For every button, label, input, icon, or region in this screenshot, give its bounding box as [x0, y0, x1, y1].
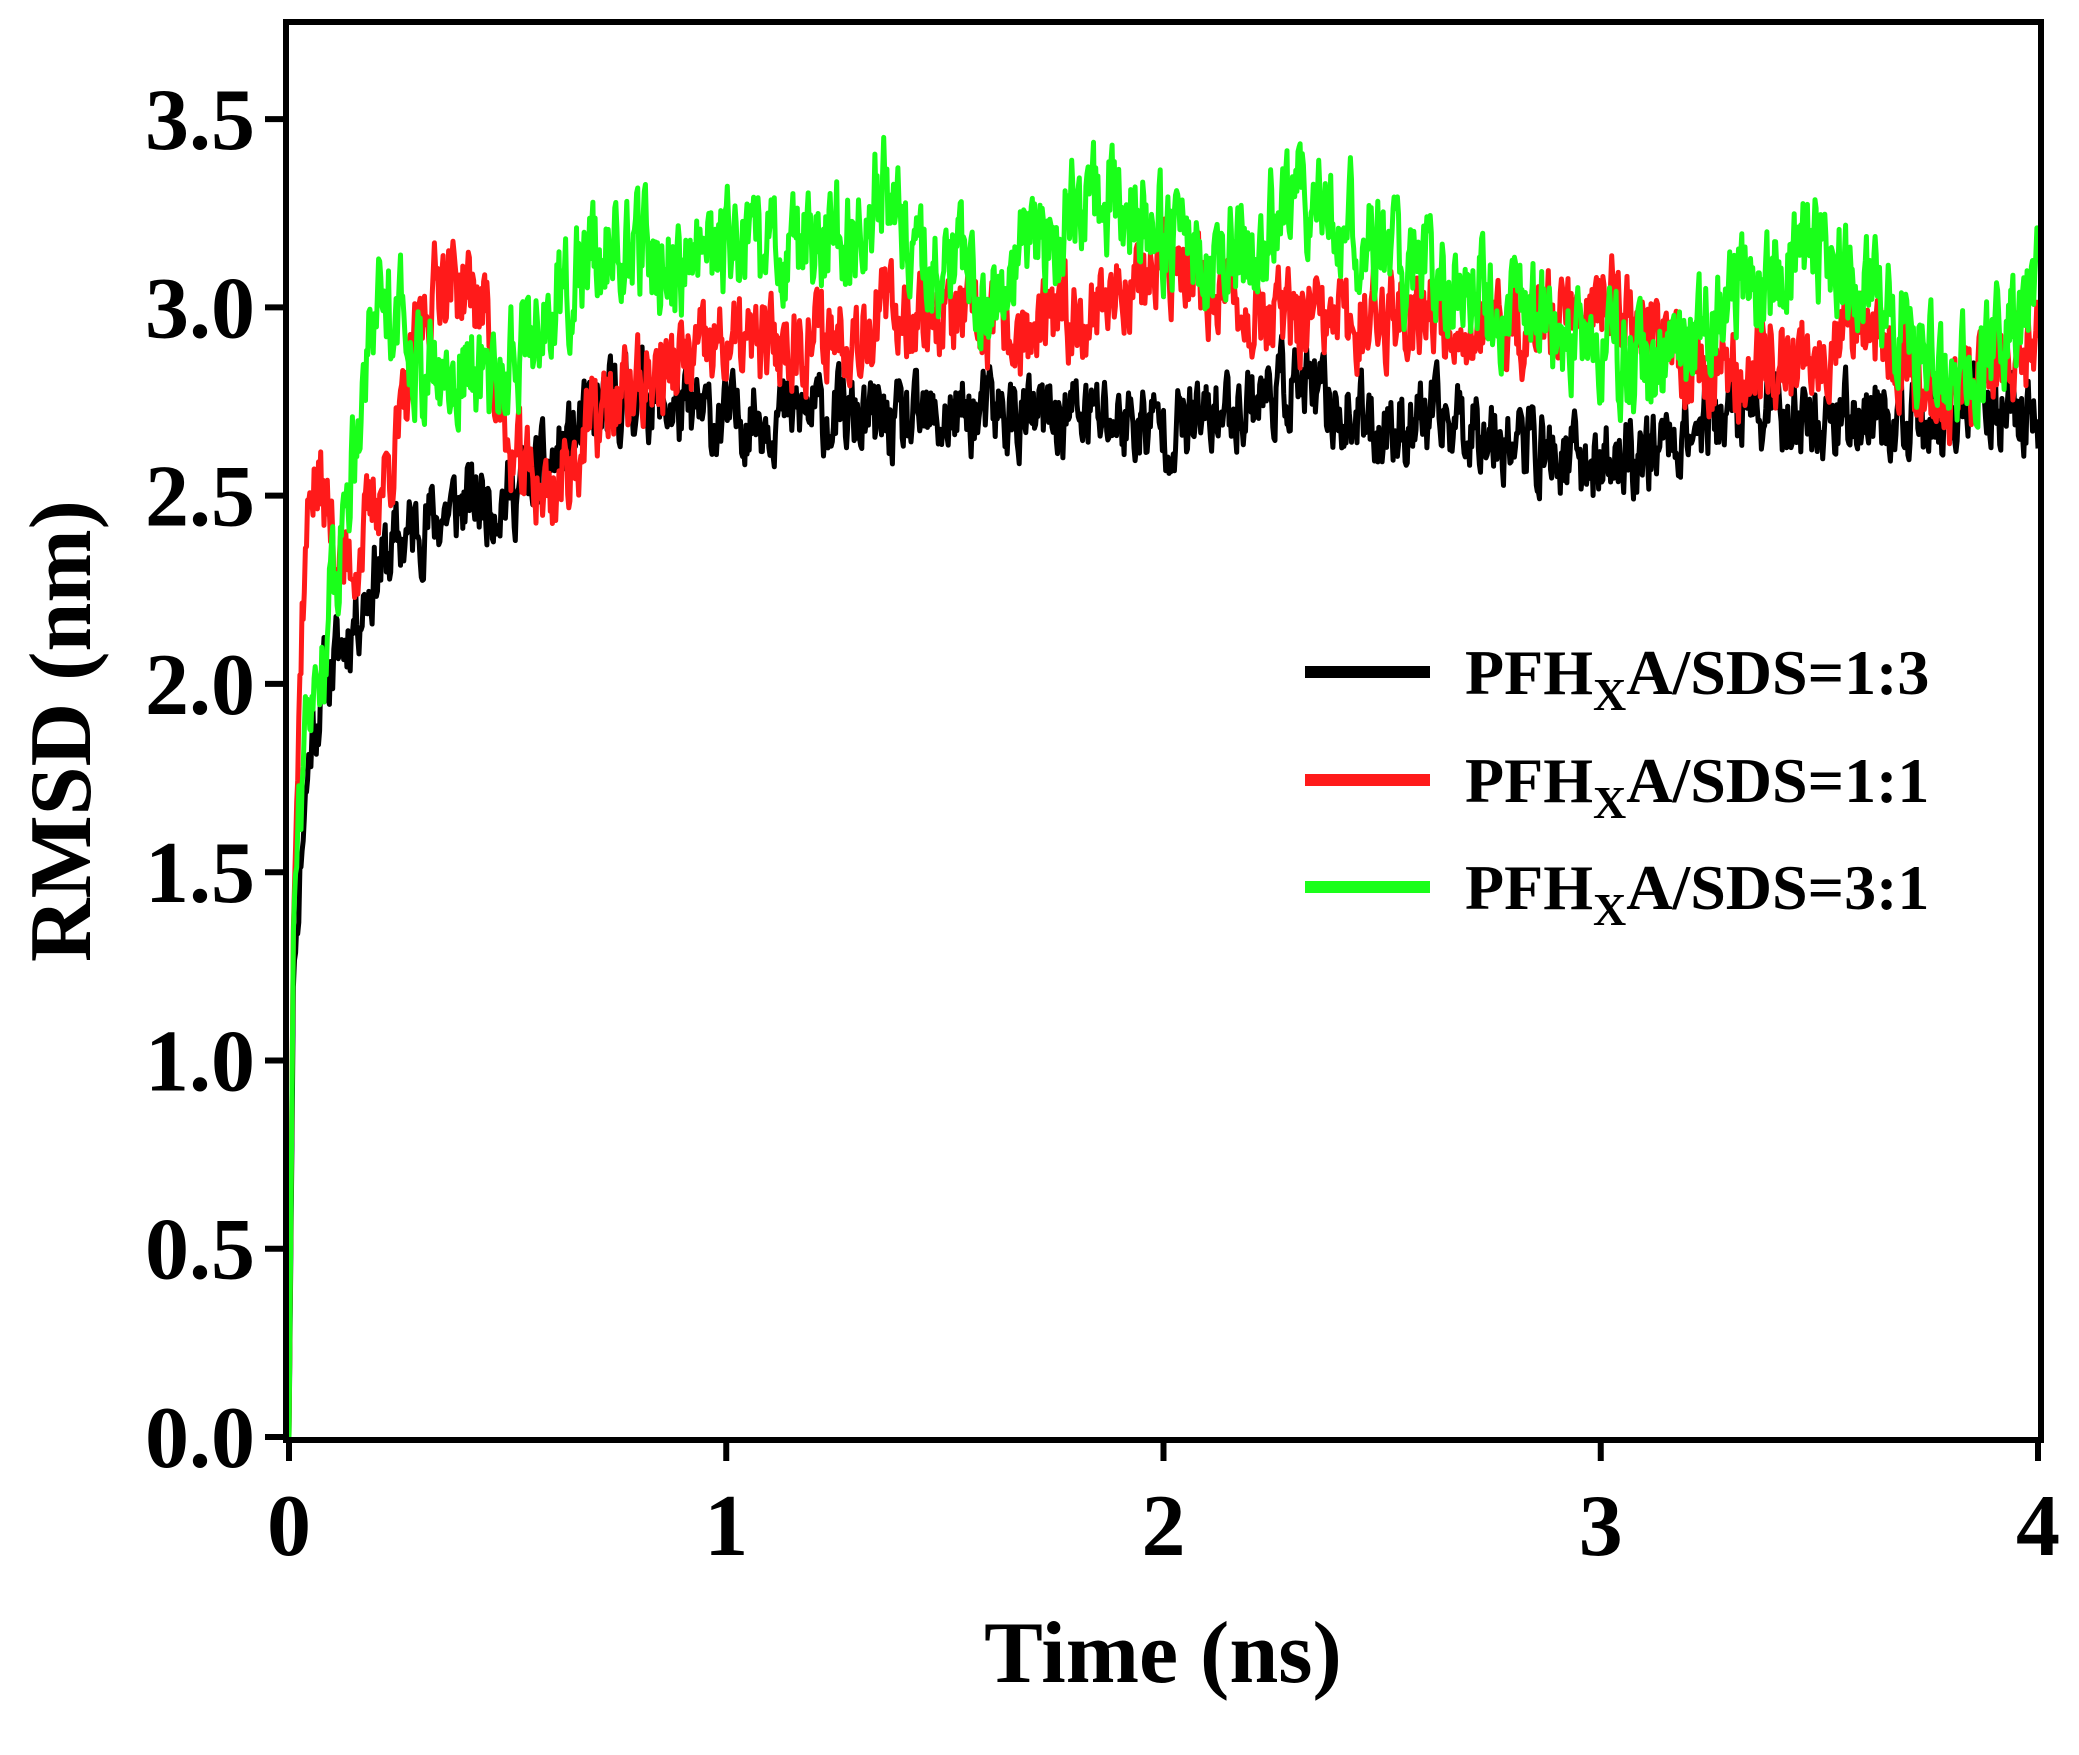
y-tick-label: 1.5 [145, 825, 255, 922]
ticks-layer: 0 1 2 3 4 0.0 0.5 1.0 1.5 2.0 2.5 3.0 3.5 [145, 72, 2060, 1575]
legend-label-2: PFHXA/SDS=1:1 [1465, 745, 1929, 828]
x-axis-title: Time (ns) [984, 1605, 1342, 1702]
legend-label-1: PFHXA/SDS=1:3 [1465, 637, 1929, 720]
series-layer [286, 134, 2041, 1438]
series-line-2 [286, 216, 2041, 1438]
y-tick-label: 2.0 [145, 637, 255, 734]
x-tick-label: 3 [1579, 1478, 1623, 1575]
y-axis-title: RMSD (nm) [13, 500, 110, 962]
legend: PFHXA/SDS=1:3 PFHXA/SDS=1:1 PFHXA/SDS=3:1 [1305, 637, 1929, 935]
x-tick-label: 0 [267, 1478, 311, 1575]
y-tick-label: 3.5 [145, 72, 255, 169]
x-tick-label: 1 [704, 1478, 748, 1575]
legend-label-3: PFHXA/SDS=3:1 [1465, 852, 1929, 935]
y-tick-label: 1.0 [145, 1013, 255, 1110]
y-tick-label: 0.0 [145, 1390, 255, 1487]
y-tick-label: 2.5 [145, 449, 255, 546]
x-tick-label: 2 [1142, 1478, 1186, 1575]
y-tick-label: 3.0 [145, 260, 255, 357]
y-tick-label: 0.5 [145, 1202, 255, 1299]
x-tick-label: 4 [2016, 1478, 2060, 1575]
series-line-3 [286, 134, 2041, 1438]
